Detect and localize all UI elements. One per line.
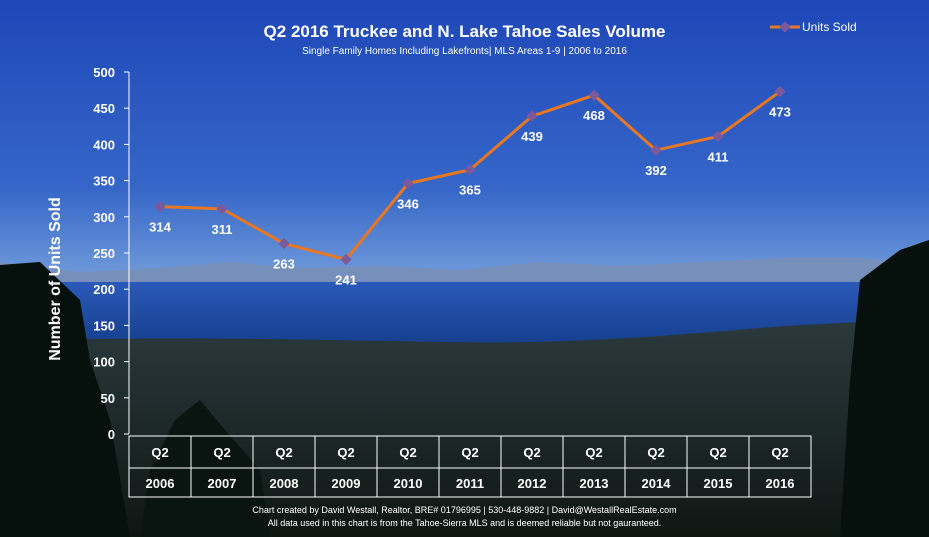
- data-label: 346: [397, 196, 419, 211]
- y-tick-label: 100: [93, 355, 115, 370]
- x-tick-label-year: 2008: [270, 476, 299, 491]
- footer-credit: Chart created by David Westall, Realtor,…: [252, 505, 677, 515]
- data-label: 473: [769, 105, 791, 120]
- x-tick-label-quarter: Q2: [647, 445, 664, 460]
- x-tick-label-quarter: Q2: [771, 445, 788, 460]
- y-tick-label: 200: [93, 282, 115, 297]
- x-tick-label-year: 2015: [704, 476, 733, 491]
- y-tick-label: 450: [93, 101, 115, 116]
- series-line-units-sold: [159, 90, 781, 262]
- y-axis-label: Number of Units Sold: [47, 197, 64, 361]
- x-tick-label-quarter: Q2: [275, 445, 292, 460]
- footer-disclaimer: All data used in this chart is from the …: [267, 518, 662, 528]
- data-point-marker: [154, 201, 166, 213]
- x-tick-label-year: 2014: [642, 476, 672, 491]
- data-label: 392: [645, 163, 667, 178]
- x-tick-label-quarter: Q2: [337, 445, 354, 460]
- y-tick-label: 500: [93, 65, 115, 80]
- legend-swatch-icon: [770, 22, 800, 32]
- data-label: 411: [708, 149, 729, 164]
- x-tick-label-year: 2016: [766, 476, 795, 491]
- x-tick-label-quarter: Q2: [585, 445, 602, 460]
- data-label: 241: [335, 273, 357, 288]
- x-tick-label-year: 2013: [580, 476, 609, 491]
- data-label: 311: [212, 222, 233, 237]
- data-label: 468: [583, 108, 605, 123]
- x-tick-label-quarter: Q2: [399, 445, 416, 460]
- data-point-marker: [712, 130, 724, 143]
- x-tick-label-year: 2006: [146, 476, 175, 491]
- data-point-marker: [278, 237, 290, 250]
- x-tick-label-year: 2009: [332, 476, 361, 491]
- x-tick-label-quarter: Q2: [709, 445, 726, 460]
- data-point-marker: [650, 144, 662, 156]
- y-tick-label: 250: [93, 246, 115, 261]
- x-tick-label-quarter: Q2: [461, 445, 478, 460]
- x-tick-label-year: 2012: [518, 476, 547, 491]
- x-tick-label-quarter: Q2: [151, 445, 168, 460]
- y-tick-label: 300: [93, 210, 115, 225]
- data-point-marker: [464, 164, 476, 176]
- legend: Units Sold: [768, 20, 857, 34]
- data-point-marker: [402, 177, 414, 190]
- x-tick-label-year: 2007: [208, 476, 237, 491]
- x-tick-label-quarter: Q2: [523, 445, 540, 460]
- data-label: 263: [273, 257, 295, 272]
- x-axis-table: [128, 435, 812, 498]
- x-tick-label-year: 2011: [456, 476, 484, 491]
- y-tick-label: 0: [108, 427, 115, 442]
- x-tick-label-quarter: Q2: [213, 445, 230, 460]
- chart-title: Q2 2016 Truckee and N. Lake Tahoe Sales …: [263, 22, 666, 41]
- data-label: 365: [459, 183, 481, 198]
- chart-subtitle: Single Family Homes Including Lakefronts…: [302, 46, 627, 57]
- x-tick-label-year: 2010: [394, 476, 423, 491]
- y-tick-label: 50: [101, 391, 115, 406]
- data-label: 314: [149, 220, 171, 235]
- data-label: 439: [521, 129, 543, 144]
- y-tick-label: 350: [93, 174, 115, 189]
- legend-label: Units Sold: [802, 20, 857, 34]
- data-point-marker: [216, 203, 228, 215]
- y-tick-label: 400: [93, 137, 115, 152]
- y-tick-label: 150: [93, 318, 115, 333]
